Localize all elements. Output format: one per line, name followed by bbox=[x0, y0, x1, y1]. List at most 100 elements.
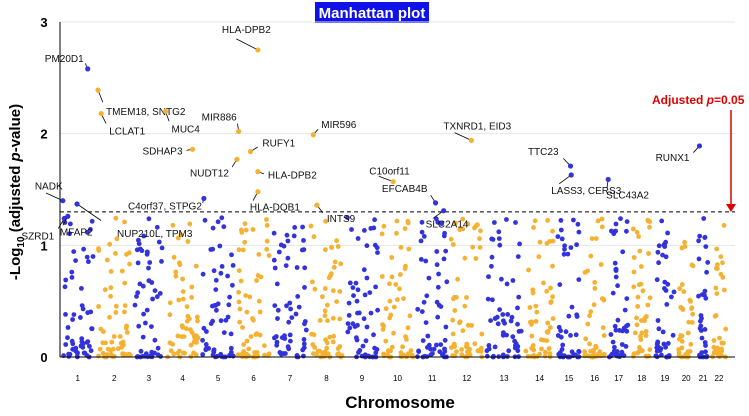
snp-point bbox=[654, 348, 660, 354]
snp-point bbox=[465, 221, 471, 227]
snp-point bbox=[619, 342, 625, 347]
snp-point bbox=[575, 221, 581, 227]
snp-point bbox=[81, 246, 86, 252]
snp-point bbox=[587, 313, 592, 319]
snp-point bbox=[65, 335, 70, 341]
snp-point bbox=[402, 226, 408, 232]
snp-point bbox=[301, 238, 306, 243]
snp-point bbox=[109, 339, 115, 345]
snp-point bbox=[211, 268, 217, 274]
snp-point bbox=[424, 293, 430, 299]
hit-label-nudt12: NUDT12 bbox=[190, 168, 229, 179]
snp-point bbox=[113, 303, 119, 309]
snp-point bbox=[435, 314, 441, 320]
snp-point bbox=[697, 233, 703, 239]
snp-point bbox=[352, 324, 358, 329]
hit-point-hla-dqb1 bbox=[255, 189, 261, 195]
snp-point bbox=[179, 334, 185, 339]
snp-point bbox=[381, 351, 386, 357]
snp-point bbox=[364, 324, 370, 330]
x-tick-label-chr19: 19 bbox=[660, 374, 669, 383]
hit-point-mfap2 bbox=[65, 213, 71, 219]
snp-point bbox=[435, 284, 441, 290]
snp-point bbox=[530, 343, 536, 348]
snp-point bbox=[470, 244, 476, 250]
snp-point bbox=[462, 303, 468, 309]
snp-point bbox=[419, 229, 425, 235]
snp-point bbox=[485, 296, 491, 302]
snp-point bbox=[296, 304, 302, 310]
snp-point bbox=[96, 246, 101, 252]
snp-point bbox=[371, 332, 376, 338]
snp-point bbox=[583, 336, 589, 342]
snp-point bbox=[105, 346, 111, 352]
snp-point bbox=[702, 340, 708, 345]
snp-point bbox=[357, 348, 363, 353]
snp-point bbox=[631, 284, 637, 290]
snp-point bbox=[714, 291, 720, 296]
snp-point bbox=[545, 218, 550, 223]
snp-point bbox=[244, 338, 250, 344]
snp-point bbox=[100, 340, 106, 346]
snp-point bbox=[256, 252, 262, 257]
snp-point bbox=[408, 348, 414, 353]
snp-point bbox=[486, 274, 491, 280]
snp-point bbox=[236, 289, 242, 295]
snp-point bbox=[284, 232, 290, 238]
snp-point bbox=[301, 341, 307, 347]
snp-point bbox=[638, 264, 644, 269]
snp-point bbox=[647, 347, 653, 352]
snp-point bbox=[293, 311, 299, 317]
snp-point bbox=[331, 264, 337, 270]
snp-point bbox=[264, 238, 270, 244]
snp-point bbox=[405, 325, 411, 331]
snp-point bbox=[275, 307, 281, 313]
snp-point bbox=[215, 219, 221, 225]
snp-point bbox=[275, 316, 280, 321]
snp-point bbox=[469, 323, 475, 328]
snp-point bbox=[477, 245, 483, 250]
snp-point bbox=[228, 331, 234, 337]
snp-point bbox=[137, 281, 143, 287]
snp-point bbox=[238, 278, 244, 284]
snp-point bbox=[386, 348, 391, 354]
snp-point bbox=[88, 348, 94, 354]
snp-point bbox=[544, 288, 550, 294]
snp-point bbox=[247, 294, 253, 300]
snp-point bbox=[655, 318, 661, 323]
snp-point bbox=[282, 336, 288, 341]
snp-point bbox=[387, 281, 392, 287]
hit-point-tmem18-sntg2 bbox=[95, 87, 101, 93]
snp-point bbox=[96, 353, 101, 359]
snp-point bbox=[210, 303, 215, 309]
snp-point bbox=[545, 320, 551, 326]
snp-point bbox=[454, 349, 459, 354]
snp-point bbox=[722, 287, 727, 293]
snp-point bbox=[113, 215, 119, 221]
snp-point bbox=[189, 295, 195, 300]
snp-point bbox=[515, 254, 521, 259]
snp-point bbox=[593, 236, 599, 241]
snp-point bbox=[291, 233, 297, 239]
snp-point bbox=[271, 257, 277, 263]
snp-point bbox=[696, 293, 701, 299]
snp-point bbox=[504, 332, 509, 338]
snp-point bbox=[497, 242, 503, 248]
snp-point bbox=[573, 352, 578, 358]
snp-point bbox=[361, 316, 367, 322]
snp-point bbox=[465, 322, 471, 328]
snp-point bbox=[418, 257, 424, 262]
snp-point bbox=[355, 310, 360, 316]
snp-point bbox=[89, 326, 95, 332]
snp-point bbox=[67, 351, 73, 357]
hit-point-txnrd1-eid3 bbox=[468, 137, 474, 143]
snp-point bbox=[185, 318, 190, 324]
snp-point bbox=[364, 243, 370, 249]
snp-point bbox=[515, 321, 520, 327]
hit-label-tmem18-sntg2: TMEM18, SNTG2 bbox=[106, 107, 186, 118]
snp-point bbox=[656, 326, 662, 332]
snp-point bbox=[63, 312, 68, 317]
snp-point bbox=[180, 323, 186, 329]
hit-label-nup210l-tpm3: NUP210L, TPM3 bbox=[117, 229, 193, 240]
title-background bbox=[315, 2, 429, 23]
